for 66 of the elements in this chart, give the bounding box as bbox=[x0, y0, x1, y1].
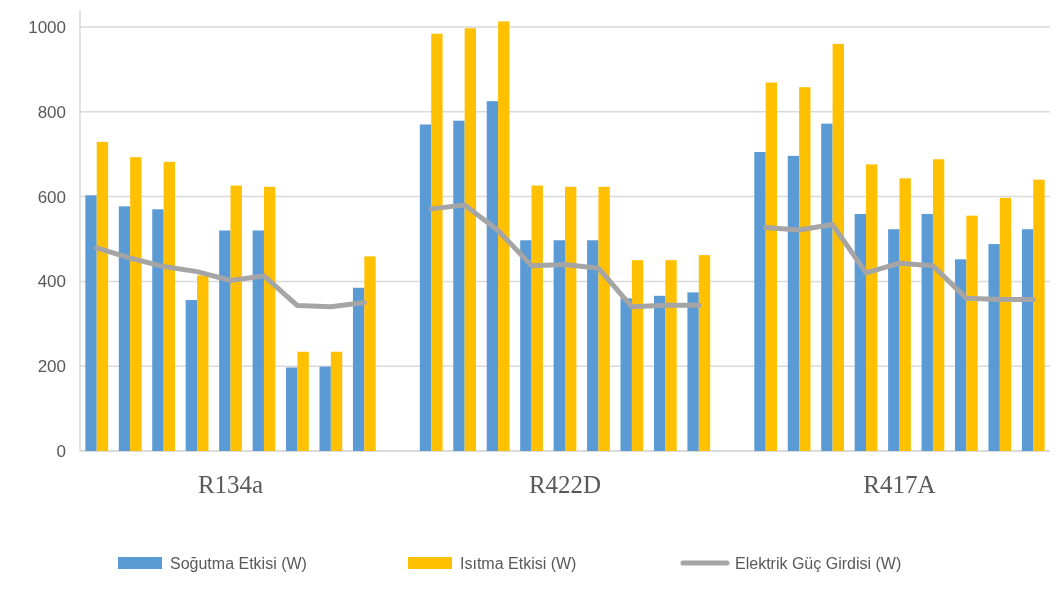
bar bbox=[999, 197, 1012, 451]
y-tick-label: 200 bbox=[37, 357, 66, 377]
y-tick-label: 1000 bbox=[28, 17, 66, 37]
bar bbox=[230, 185, 242, 451]
bar bbox=[787, 155, 800, 451]
bar bbox=[197, 275, 209, 451]
bar bbox=[587, 240, 599, 451]
bar bbox=[932, 159, 945, 451]
bar bbox=[85, 195, 97, 451]
bar bbox=[352, 287, 365, 451]
bar bbox=[486, 101, 499, 451]
bar bbox=[130, 157, 142, 451]
bar bbox=[888, 229, 900, 451]
x-tick-label: R417A bbox=[863, 471, 936, 498]
bar bbox=[665, 260, 677, 451]
bar bbox=[364, 256, 376, 451]
bar bbox=[687, 292, 699, 451]
bar bbox=[219, 230, 231, 451]
bar bbox=[286, 367, 298, 451]
bar bbox=[754, 152, 766, 451]
bar bbox=[955, 259, 967, 451]
bar bbox=[698, 255, 711, 451]
bar bbox=[921, 213, 933, 451]
bar bbox=[96, 141, 109, 451]
legend-label: Isıtma Etkisi (W) bbox=[460, 554, 577, 572]
bar bbox=[620, 298, 632, 451]
x-tick-label: R422D bbox=[528, 471, 602, 498]
bar bbox=[899, 178, 911, 451]
bar bbox=[854, 213, 867, 451]
bar bbox=[799, 87, 811, 451]
legend-label: Elektrik Güç Girdisi (W) bbox=[735, 554, 902, 572]
bar bbox=[1021, 229, 1034, 451]
bar bbox=[464, 28, 477, 451]
bar bbox=[330, 351, 343, 451]
bar bbox=[163, 161, 175, 451]
bar bbox=[152, 209, 164, 451]
bar bbox=[653, 295, 666, 451]
legend-label: Soğutma Etkisi (W) bbox=[170, 554, 307, 572]
bar bbox=[866, 164, 878, 451]
y-tick-label: 800 bbox=[37, 102, 66, 122]
bar bbox=[297, 351, 309, 451]
bar bbox=[419, 124, 432, 451]
bar bbox=[966, 215, 978, 451]
bar bbox=[252, 230, 264, 451]
x-tick-label: R134a bbox=[197, 471, 264, 498]
bar bbox=[1033, 179, 1045, 451]
bar bbox=[453, 120, 465, 451]
bar bbox=[498, 21, 510, 451]
bar bbox=[821, 123, 833, 451]
y-tick-label: 400 bbox=[37, 272, 66, 292]
y-tick-label: 0 bbox=[56, 441, 66, 461]
bar bbox=[553, 240, 565, 451]
bar bbox=[531, 185, 543, 451]
bar bbox=[988, 244, 1000, 451]
bar bbox=[118, 206, 131, 451]
bar bbox=[832, 43, 844, 451]
bar bbox=[565, 186, 577, 451]
bar bbox=[319, 366, 331, 451]
bar bbox=[263, 186, 276, 451]
bar bbox=[185, 300, 198, 451]
bar bbox=[631, 260, 644, 451]
bar bbox=[765, 82, 778, 451]
bar bbox=[431, 33, 443, 451]
bar bbox=[598, 186, 610, 451]
y-tick-label: 600 bbox=[37, 187, 66, 207]
bar bbox=[520, 240, 532, 451]
